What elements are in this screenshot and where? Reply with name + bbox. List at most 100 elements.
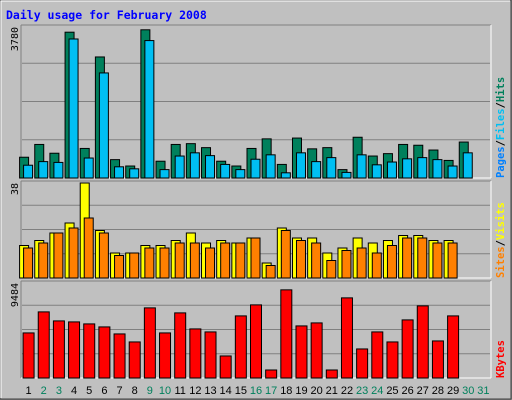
- bar-kbytes-day-13: [204, 331, 217, 379]
- bar-sites-day-20: [311, 242, 322, 279]
- day-label-4: 4: [71, 385, 77, 397]
- bar-sites-day-10: [159, 247, 170, 279]
- legend-label: KBytes: [495, 340, 507, 378]
- legend-kbytes: KBytes: [495, 340, 507, 378]
- legend-separator: /: [495, 102, 507, 108]
- bar-files-day-26: [402, 158, 413, 179]
- bar-sites-day-15: [235, 242, 246, 279]
- bar-kbytes-day-20: [310, 322, 323, 379]
- bar-sites-day-8: [129, 252, 140, 279]
- bar-sites-day-1: [23, 247, 34, 279]
- bar-files-day-21: [326, 157, 337, 179]
- bar-files-day-23: [356, 154, 367, 179]
- day-label-24: 24: [371, 385, 383, 397]
- bar-sites-day-11: [174, 242, 185, 279]
- bar-sites-day-17: [265, 265, 276, 279]
- bar-files-day-20: [311, 161, 322, 179]
- bar-kbytes-day-6: [98, 326, 111, 379]
- bar-files-day-1: [23, 164, 34, 179]
- bar-kbytes-day-14: [219, 355, 232, 379]
- legend-files: Files: [495, 108, 507, 140]
- bar-files-day-13: [205, 155, 216, 179]
- bar-files-day-10: [159, 169, 170, 179]
- day-label-10: 10: [159, 385, 171, 397]
- bar-sites-day-25: [386, 245, 397, 279]
- day-label-28: 28: [432, 385, 444, 397]
- day-label-29: 29: [447, 385, 459, 397]
- day-label-15: 15: [235, 385, 247, 397]
- bar-kbytes-day-16: [250, 304, 262, 379]
- bar-sites-day-24: [371, 252, 382, 279]
- bar-sites-day-29: [447, 242, 458, 279]
- bar-sites-day-22: [341, 250, 352, 279]
- bar-sites-day-26: [402, 237, 413, 279]
- day-label-18: 18: [280, 385, 292, 397]
- bar-kbytes-day-25: [386, 341, 399, 379]
- bar-kbytes-day-28: [431, 340, 444, 379]
- bar-sites-day-12: [189, 242, 200, 279]
- bar-kbytes-day-21: [325, 369, 338, 379]
- bar-files-day-6: [98, 72, 109, 179]
- bar-sites-day-7: [114, 255, 125, 279]
- bar-sites-day-27: [417, 237, 428, 279]
- bar-files-day-12: [189, 152, 200, 179]
- bar-files-day-17: [265, 154, 276, 179]
- bar-files-day-29: [447, 165, 458, 179]
- day-label-31: 31: [477, 385, 489, 397]
- legend-visits: Visits: [495, 202, 507, 240]
- bar-kbytes-day-26: [401, 319, 414, 379]
- bar-sites-day-23: [356, 247, 367, 279]
- legend-separator: /: [495, 140, 507, 146]
- legend-separator: /: [495, 240, 507, 246]
- bar-files-day-8: [129, 168, 140, 179]
- legend-pages: Pages: [495, 146, 507, 178]
- bar-sites-day-19: [295, 240, 306, 279]
- day-label-8: 8: [132, 385, 138, 397]
- day-label-23: 23: [356, 385, 368, 397]
- bar-sites-day-4: [68, 227, 79, 279]
- bar-files-day-27: [417, 157, 428, 179]
- day-label-20: 20: [311, 385, 323, 397]
- bar-files-day-16: [250, 158, 261, 179]
- y-max-label: 3780: [10, 27, 21, 51]
- bar-kbytes-day-24: [371, 331, 384, 379]
- bar-files-day-18: [280, 172, 291, 179]
- bar-files-day-4: [68, 38, 79, 179]
- bar-files-day-2: [38, 161, 49, 179]
- bar-kbytes-day-8: [128, 341, 141, 379]
- bar-kbytes-day-7: [113, 333, 126, 379]
- legend-hits: Hits: [495, 77, 507, 102]
- legend-sites: Sites: [495, 246, 507, 278]
- bar-kbytes-day-19: [295, 325, 308, 379]
- bar-files-day-5: [83, 157, 94, 179]
- day-label-2: 2: [41, 385, 47, 397]
- bar-kbytes-day-17: [265, 369, 278, 379]
- legend-label: Pages/Files/Hits: [495, 77, 507, 178]
- day-label-12: 12: [189, 385, 201, 397]
- bar-sites-day-2: [38, 242, 49, 279]
- bar-sites-day-3: [53, 232, 64, 279]
- bar-sites-day-14: [220, 242, 231, 279]
- legend-label: Sites/Visits: [495, 202, 507, 278]
- day-label-30: 30: [462, 385, 474, 397]
- day-label-7: 7: [116, 385, 122, 397]
- bar-kbytes-day-3: [52, 320, 65, 379]
- bar-files-day-19: [295, 152, 306, 179]
- y-max-label: 38: [10, 183, 21, 195]
- bar-files-day-3: [53, 161, 64, 179]
- day-label-14: 14: [220, 385, 232, 397]
- panel-3: 9484 KBytes: [10, 280, 507, 379]
- bar-kbytes-day-22: [340, 297, 353, 379]
- bar-files-day-7: [114, 166, 125, 179]
- bar-files-day-28: [432, 159, 443, 179]
- day-label-25: 25: [386, 385, 398, 397]
- bar-sites-day-18: [280, 230, 291, 279]
- bar-kbytes-day-5: [83, 323, 96, 379]
- bar-kbytes-day-11: [174, 312, 187, 379]
- bar-files-day-14: [220, 163, 231, 179]
- bar-kbytes-day-29: [447, 315, 460, 379]
- bar-kbytes-day-10: [159, 332, 172, 379]
- chart-title: Daily usage for February 2008: [6, 8, 207, 22]
